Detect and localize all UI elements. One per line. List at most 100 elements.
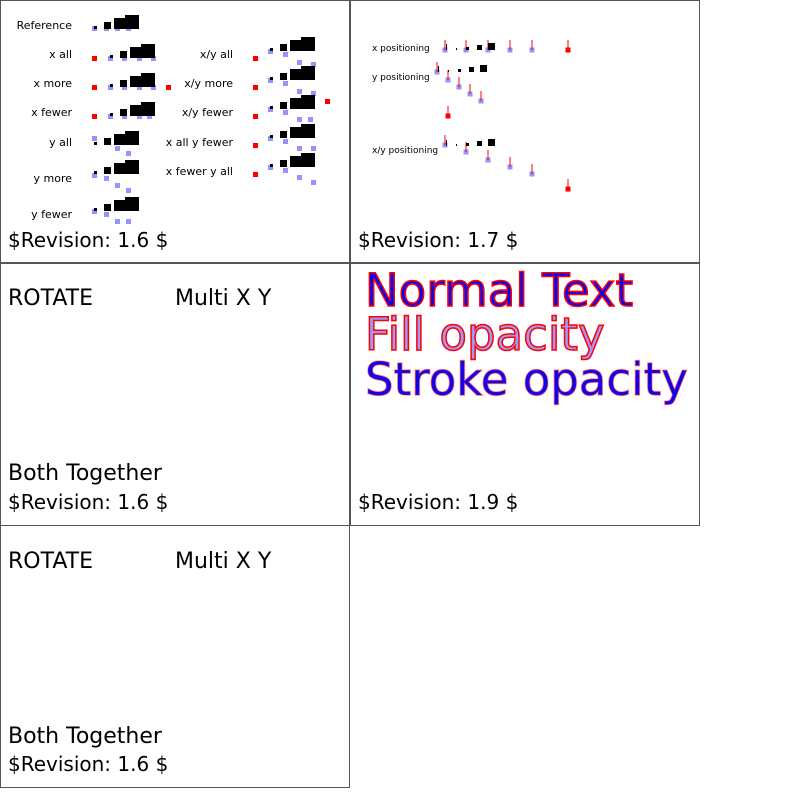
normal-text: Normal Text (365, 264, 633, 317)
glyph-box (301, 37, 315, 51)
glyph-box (290, 40, 301, 51)
panel-text-positioning-2 (350, 0, 700, 263)
panel-rotate-2 (0, 525, 350, 788)
label-y-all: y all (49, 136, 72, 149)
position-marker (297, 175, 302, 180)
revision-label: $Revision: 1.7 $ (358, 228, 518, 252)
revision-label: $Revision: 1.6 $ (8, 490, 168, 514)
position-marker (122, 114, 127, 119)
label-x-all-y-fewer: x all y fewer (166, 136, 234, 149)
position-marker (297, 146, 302, 151)
position-marker (92, 136, 97, 141)
glyph-box (290, 98, 301, 109)
glyph-box (125, 160, 139, 174)
glyph-box (466, 47, 469, 50)
position-marker (115, 183, 120, 188)
position-marker (126, 219, 131, 224)
glyph-box (446, 140, 447, 146)
reference-marker (253, 56, 258, 61)
label-xy-all: x/y all (200, 48, 233, 61)
glyph-box (456, 144, 457, 146)
label-y-fewer: y fewer (31, 208, 72, 221)
position-marker (108, 56, 113, 61)
position-marker (151, 56, 156, 61)
glyph-box (104, 22, 111, 29)
reference-marker (166, 85, 171, 90)
reference-marker (92, 114, 97, 119)
position-marker (283, 81, 288, 86)
label-reference: Reference (17, 19, 73, 32)
glyph-box (458, 69, 461, 72)
glyph-box (104, 204, 111, 211)
glyph-box (290, 156, 301, 167)
glyph-box (130, 76, 141, 87)
glyph-box (280, 160, 287, 167)
glyph-box (280, 73, 287, 80)
glyph-box (280, 102, 287, 109)
position-marker (311, 180, 316, 185)
position-marker (151, 85, 156, 90)
reference-marker (92, 56, 97, 61)
position-marker (268, 49, 273, 54)
position-marker (268, 107, 273, 112)
glyph-box (114, 18, 125, 29)
glyph-box (446, 44, 447, 50)
position-marker (115, 219, 120, 224)
label-y-more: y more (34, 172, 73, 185)
glyph-box (110, 113, 113, 116)
glyph-box (141, 44, 155, 58)
glyph-box (480, 65, 487, 72)
glyph-box (290, 127, 301, 138)
glyph-box (114, 134, 125, 145)
glyph-box (104, 138, 111, 145)
position-marker (283, 139, 288, 144)
panel3-text: ROTATE Multi X Y Both Together $Revision… (8, 286, 272, 514)
position-marker (308, 117, 313, 122)
glyph-box (270, 106, 273, 109)
position-marker (115, 146, 120, 151)
label-xy-positioning: x/y positioning (372, 146, 438, 156)
glyph-box (130, 47, 141, 58)
position-marker (137, 56, 142, 61)
glyph-box (125, 197, 139, 211)
label-x-positioning: x positioning (372, 44, 430, 54)
reference-marker (253, 85, 258, 90)
glyph-box (448, 70, 449, 72)
glyph-box (114, 163, 125, 174)
glyph-box (301, 95, 315, 109)
position-marker (92, 209, 97, 214)
position-marker (137, 85, 142, 90)
glyph-box (125, 15, 139, 29)
reference-marker (253, 172, 258, 177)
glyph-box (488, 43, 495, 50)
position-marker (122, 85, 127, 90)
glyph-box (94, 171, 97, 174)
glyph-box (110, 84, 113, 87)
fill-opacity-text: Fill opacity (365, 308, 605, 361)
glyph-box (301, 153, 315, 167)
glyph-box (280, 131, 287, 138)
label-x-fewer: x fewer (31, 106, 72, 119)
glyph-box (120, 109, 127, 116)
glyph-box (270, 135, 273, 138)
label-x-all: x all (49, 48, 72, 61)
position-marker (108, 85, 113, 90)
glyph-box (469, 67, 474, 72)
position-marker (297, 117, 302, 122)
reference-marker (92, 85, 97, 90)
glyph-box (104, 167, 111, 174)
glyph-box (270, 77, 273, 80)
glyph-box (110, 55, 113, 58)
position-marker (268, 136, 273, 141)
position-marker (147, 114, 152, 119)
position-marker (104, 176, 109, 181)
glyph-box (141, 73, 155, 87)
glyph-box (141, 102, 155, 116)
glyph-box (120, 80, 127, 87)
panel2-graphics: x positioning y positioning x/y position… (358, 40, 571, 252)
both-together-label: Both Together (8, 724, 163, 749)
position-marker (311, 146, 316, 151)
glyph-box (456, 48, 457, 50)
glyph-box (466, 143, 469, 146)
rotate-label: ROTATE (8, 549, 93, 574)
